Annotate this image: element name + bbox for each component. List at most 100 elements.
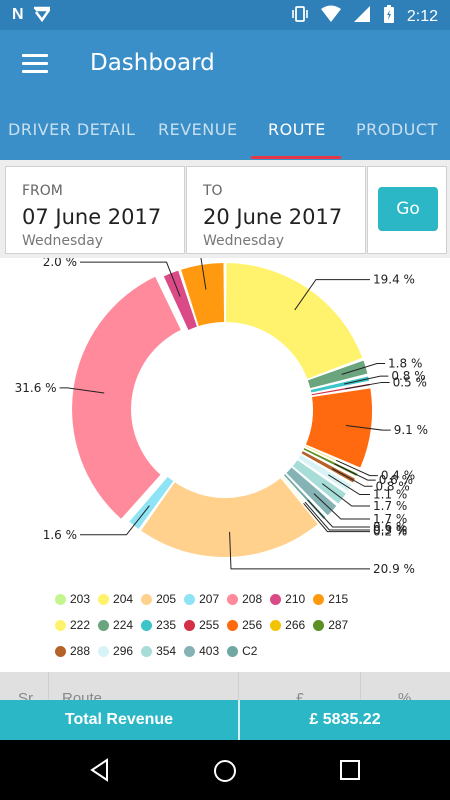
system-nav-bar (0, 740, 450, 800)
legend-swatch (227, 593, 239, 605)
donut-slice-224[interactable] (307, 360, 368, 389)
slice-label-354: 1.7 % (373, 499, 407, 513)
tab-route[interactable]: ROUTE (268, 120, 326, 139)
slice-label-215: 5.0 % (43, 258, 77, 260)
notification-check-icon (31, 6, 50, 27)
legend-item-208[interactable]: 208 (227, 592, 262, 606)
chart-legend: 203 204 205 207 208 210 215 222 224 235 255 256 266 2… (55, 586, 395, 664)
slice-leader-204 (303, 502, 370, 533)
tab-revenue[interactable]: REVENUE (158, 120, 238, 139)
hamburger-menu-icon[interactable] (22, 54, 48, 74)
legend-item-354[interactable]: 354 (141, 644, 176, 658)
legend-item-256[interactable]: 256 (227, 618, 262, 632)
battery-icon (383, 5, 395, 28)
home-icon[interactable] (212, 758, 238, 789)
donut-slice-296[interactable] (298, 454, 352, 492)
legend-item-215[interactable]: 215 (313, 592, 348, 606)
tab-product[interactable]: PRODUCT (356, 120, 438, 139)
legend-item-288[interactable]: 288 (55, 644, 90, 658)
slice-leader-255 (345, 381, 390, 390)
donut-slice-207[interactable] (129, 476, 174, 529)
slice-label-266: 0.4 % (381, 469, 415, 483)
legend-swatch (55, 645, 66, 657)
slice-label-205: 20.9 % (373, 562, 415, 576)
slice-leader-354 (321, 483, 370, 507)
legend-label: 235 (156, 618, 177, 632)
legend-item-235[interactable]: 235 (141, 618, 176, 632)
go-button[interactable]: Go (378, 187, 438, 231)
to-date: 20 June 2017 (203, 205, 343, 229)
legend-item-403[interactable]: 403 (184, 644, 219, 658)
donut-slice-222[interactable] (225, 263, 363, 379)
legend-item-C2[interactable]: C2 (227, 644, 257, 658)
slice-leader-222 (294, 279, 370, 311)
legend-label: 222 (70, 618, 91, 632)
legend-label: 266 (285, 618, 306, 632)
legend-label: 205 (156, 592, 177, 606)
slice-leader-288 (331, 468, 373, 487)
legend-item-210[interactable]: 210 (270, 592, 305, 606)
donut-slice-204[interactable] (281, 477, 320, 524)
legend-item-296[interactable]: 296 (98, 644, 133, 658)
total-revenue-bar: Total Revenue £ 5835.22 (0, 700, 450, 740)
status-bar: N 2:12 (0, 0, 450, 30)
donut-slice-215[interactable] (181, 263, 225, 327)
donut-slice-288[interactable] (301, 451, 355, 483)
legend-swatch (141, 645, 153, 657)
back-icon[interactable] (88, 758, 112, 787)
legend-item-255[interactable]: 255 (184, 618, 219, 632)
donut-slice-208[interactable] (72, 276, 181, 519)
tab-driver-detail[interactable]: DRIVER DETAIL (8, 120, 136, 139)
legend-swatch (184, 619, 196, 631)
slice-label-222: 19.4 % (373, 273, 415, 287)
from-day: Wednesday (22, 233, 104, 249)
date-range-bar: FROM 07 June 2017 Wednesday TO 20 June 2… (0, 160, 450, 258)
slice-label-C2: 0.6 % (373, 520, 407, 534)
donut-slice-205[interactable] (141, 478, 318, 557)
legend-label: C2 (242, 644, 258, 658)
legend-swatch (55, 619, 66, 631)
slice-leader-224 (341, 363, 386, 375)
slice-leader-203 (304, 501, 370, 531)
legend-item-205[interactable]: 205 (141, 592, 176, 606)
app-bar: Dashboard (0, 30, 450, 100)
legend-item-204[interactable]: 204 (98, 592, 133, 606)
recents-icon[interactable] (338, 758, 362, 787)
slice-label-210: 2.0 % (43, 258, 77, 269)
legend-label: 207 (199, 592, 220, 606)
legend-item-203[interactable]: 203 (55, 592, 90, 606)
route-donut-chart: 19.4 %1.8 %0.8 %0.5 %9.1 %0.4 %0.6 %0.8 … (15, 258, 428, 576)
legend-item-224[interactable]: 224 (98, 618, 133, 632)
legend-row: 288 296 354 403 C2 (55, 638, 395, 664)
legend-swatch (184, 645, 196, 657)
legend-item-222[interactable]: 222 (55, 618, 90, 632)
from-date: 07 June 2017 (22, 205, 162, 229)
legend-label: 204 (113, 592, 134, 606)
from-date-picker[interactable]: FROM 07 June 2017 Wednesday (5, 166, 185, 254)
legend-item-207[interactable]: 207 (184, 592, 219, 606)
slice-leader-C2 (307, 499, 370, 528)
slice-label-207: 1.6 % (43, 528, 77, 542)
donut-slice-235[interactable] (310, 376, 370, 393)
donut-slice-354[interactable] (292, 460, 346, 504)
donut-slice-256[interactable] (305, 388, 372, 468)
legend-item-266[interactable]: 266 (270, 618, 305, 632)
legend-label: 255 (199, 618, 220, 632)
slice-label-287: 0.6 % (379, 473, 413, 487)
legend-swatch (55, 593, 66, 605)
legend-swatch (313, 593, 325, 605)
table-header: Sr Route £ % (0, 672, 450, 707)
legend-label: 287 (328, 618, 349, 632)
legend-swatch (184, 593, 196, 605)
to-date-picker[interactable]: TO 20 June 2017 Wednesday (186, 166, 366, 254)
to-day: Wednesday (203, 233, 285, 249)
legend-label: 224 (113, 618, 134, 632)
donut-slice-210[interactable] (163, 270, 197, 330)
slice-label-204: 0.2 % (373, 525, 407, 539)
active-tab-indicator (251, 156, 341, 159)
wifi-icon (320, 5, 341, 28)
slice-label-203: 0.3 % (373, 523, 407, 537)
legend-swatch (270, 593, 282, 605)
legend-item-287[interactable]: 287 (313, 618, 348, 632)
status-time: 2:12 (406, 7, 438, 25)
